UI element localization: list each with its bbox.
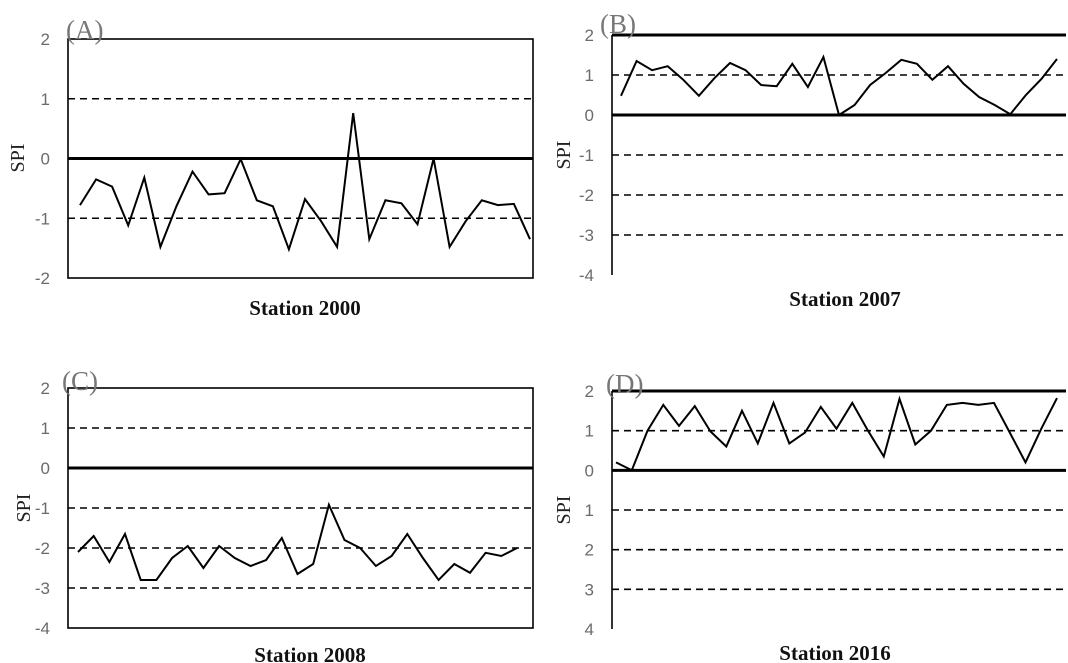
- y-tick-label: 4: [585, 620, 594, 639]
- y-tick-label: 2: [41, 379, 50, 398]
- panel-label: (A): [66, 15, 103, 45]
- y-tick-label: -4: [579, 266, 594, 285]
- y-tick-label: 1: [585, 422, 594, 441]
- y-tick-label: -1: [579, 146, 594, 165]
- y-tick-label: 2: [585, 541, 594, 560]
- x-axis-label: Station 2007: [789, 287, 900, 311]
- y-axis-label: SPI: [553, 141, 575, 170]
- y-axis-label: SPI: [7, 144, 29, 173]
- x-axis-label: Station 2000: [249, 296, 360, 320]
- y-tick-label: 1: [585, 66, 594, 85]
- panel-label: (D): [606, 369, 643, 399]
- y-tick-label: 2: [585, 382, 594, 401]
- y-tick-label: -3: [35, 579, 50, 598]
- y-tick-label: 0: [585, 461, 594, 480]
- x-axis-label: Station 2008: [254, 643, 365, 663]
- y-tick-label: -3: [579, 226, 594, 245]
- y-tick-label: 1: [585, 501, 594, 520]
- panel-label: (C): [62, 366, 98, 396]
- y-tick-label: -4: [35, 619, 50, 638]
- spi-series-line: [79, 112, 531, 253]
- spi-series-line: [77, 501, 518, 582]
- panel-label: (B): [600, 9, 636, 39]
- y-tick-label: 0: [585, 106, 594, 125]
- y-tick-label: -2: [35, 269, 50, 288]
- y-tick-label: 1: [41, 419, 50, 438]
- y-tick-label: -1: [35, 499, 50, 518]
- y-tick-label: 0: [41, 459, 50, 478]
- y-tick-label: -1: [35, 209, 50, 228]
- y-tick-label: 2: [585, 26, 594, 45]
- y-tick-label: -2: [579, 186, 594, 205]
- y-tick-label: 1: [41, 90, 50, 109]
- x-axis-label: Station 2016: [779, 641, 890, 663]
- y-tick-label: 0: [41, 150, 50, 169]
- y-tick-label: 3: [585, 580, 594, 599]
- spi-series-line: [615, 395, 1058, 472]
- y-axis-label: SPI: [13, 494, 35, 523]
- spi-series-line: [620, 54, 1058, 117]
- y-tick-label: -2: [35, 539, 50, 558]
- y-axis-label: SPI: [553, 496, 575, 525]
- y-tick-label: 2: [41, 30, 50, 49]
